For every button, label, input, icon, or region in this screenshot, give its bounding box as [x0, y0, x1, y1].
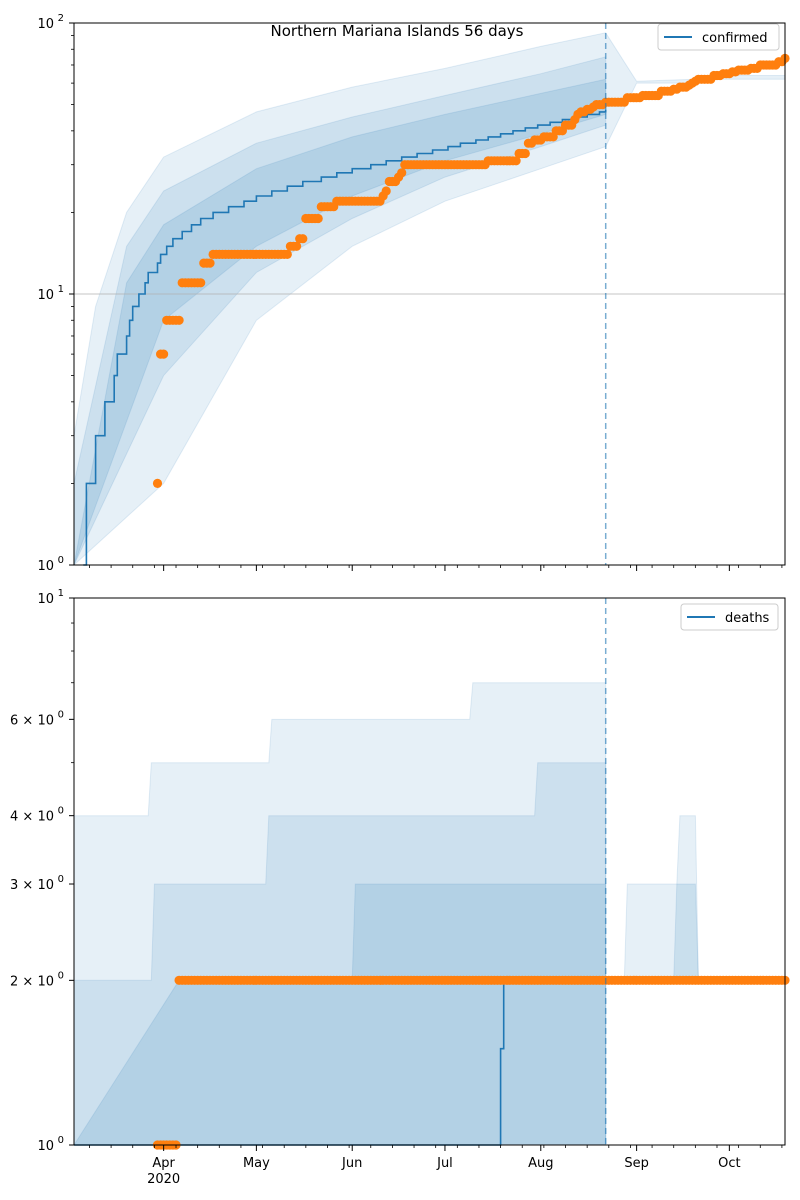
confirmed-point [174, 315, 184, 325]
x-tick-label: Aug [528, 1156, 553, 1171]
deaths-observed-points [152, 975, 790, 1150]
uncertainty-band-3 [73, 78, 607, 566]
y-tick-exponent: 0 [58, 970, 64, 981]
confirmed-point [298, 234, 308, 244]
y-tick-exponent: 1 [58, 284, 64, 295]
deaths-x-axis: Apr May Jun Jul Aug Sep Oct 2020 [89, 1145, 783, 1187]
confirmed-point [152, 478, 163, 488]
deaths-uncertainty-bands [73, 682, 699, 1146]
confirmed-legend-label: confirmed [702, 31, 768, 46]
deaths-legend: deaths [680, 603, 779, 631]
confirmed-point [397, 168, 407, 178]
x-tick-label: May [243, 1156, 270, 1171]
y-tick-label: 6 × 10 [10, 713, 54, 728]
deaths-chart: 10 0 2 × 10 0 3 × 10 0 4 × 10 0 6 × 10 0 10 1 Apr Ma… [10, 588, 790, 1187]
confirmed-point [159, 349, 169, 359]
y-tick-exponent: 0 [58, 709, 64, 720]
y-tick-exponent: 1 [58, 588, 64, 599]
confirmed-chart: 10 0 10 1 10 2 Northern Mariana Islands 56 da… [37, 13, 790, 574]
uncertainty-band-2 [73, 56, 607, 566]
x-year-label: 2020 [147, 1172, 180, 1187]
confirmed-y-axis: 10 0 10 1 10 2 [37, 13, 74, 574]
confirmed-observed-points [152, 53, 790, 488]
y-tick-label: 2 × 10 [10, 974, 54, 989]
y-tick-exponent: 0 [58, 874, 64, 885]
y-tick-label: 10 [37, 592, 54, 607]
confirmed-point [520, 148, 530, 159]
deaths-axes-frame [73, 597, 786, 1146]
confirmed-point [196, 278, 206, 288]
confirmed-point [381, 186, 391, 196]
x-tick-label: Sep [624, 1156, 649, 1171]
y-tick-exponent: 2 [58, 13, 64, 24]
x-tick-label: Apr [152, 1156, 175, 1171]
y-tick-label: 10 [37, 559, 54, 574]
confirmed-line [83, 109, 607, 566]
y-tick-exponent: 0 [58, 806, 64, 817]
y-tick-label: 3 × 10 [10, 878, 54, 893]
chart-title: Northern Mariana Islands 56 days [271, 22, 524, 40]
confirmed-point [205, 258, 215, 268]
confirmed-point [313, 213, 323, 224]
x-tick-label: Oct [718, 1156, 740, 1171]
uncertainty-band-5 [673, 883, 699, 981]
x-tick-label: Jun [341, 1156, 362, 1171]
y-tick-label: 10 [37, 1139, 54, 1154]
y-tick-label: 10 [37, 288, 54, 303]
confirmed-point [292, 241, 302, 251]
x-tick-label: Jul [436, 1156, 453, 1171]
deaths-legend-label: deaths [725, 611, 770, 626]
y-tick-exponent: 0 [58, 555, 64, 566]
y-tick-label: 10 [37, 17, 54, 32]
confirmed-point [282, 249, 292, 259]
confirmed-point [511, 156, 521, 166]
y-tick-exponent: 0 [58, 1135, 64, 1146]
y-tick-label: 4 × 10 [10, 810, 54, 825]
confirmed-x-axis [89, 565, 783, 571]
confirmed-legend: confirmed [657, 23, 780, 51]
deaths-y-axis: 10 0 2 × 10 0 3 × 10 0 4 × 10 0 6 × 10 0 10 1 [10, 588, 74, 1154]
confirmed-model-line [83, 109, 607, 566]
